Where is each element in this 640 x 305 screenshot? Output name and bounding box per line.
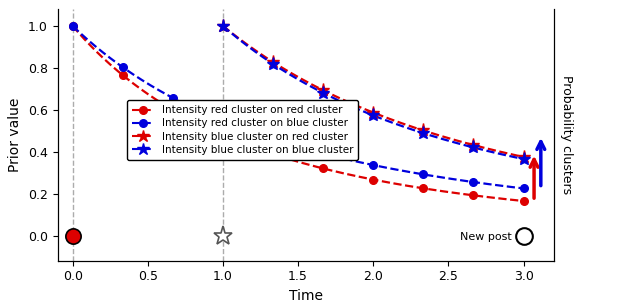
Legend: Intensity red cluster on red cluster, Intensity red cluster on blue cluster, Int: Intensity red cluster on red cluster, In… [127, 100, 358, 160]
X-axis label: Time: Time [289, 289, 323, 303]
Y-axis label: Prior value: Prior value [8, 98, 22, 172]
Y-axis label: Probability clusters: Probability clusters [560, 75, 573, 195]
Text: New post: New post [460, 232, 512, 242]
